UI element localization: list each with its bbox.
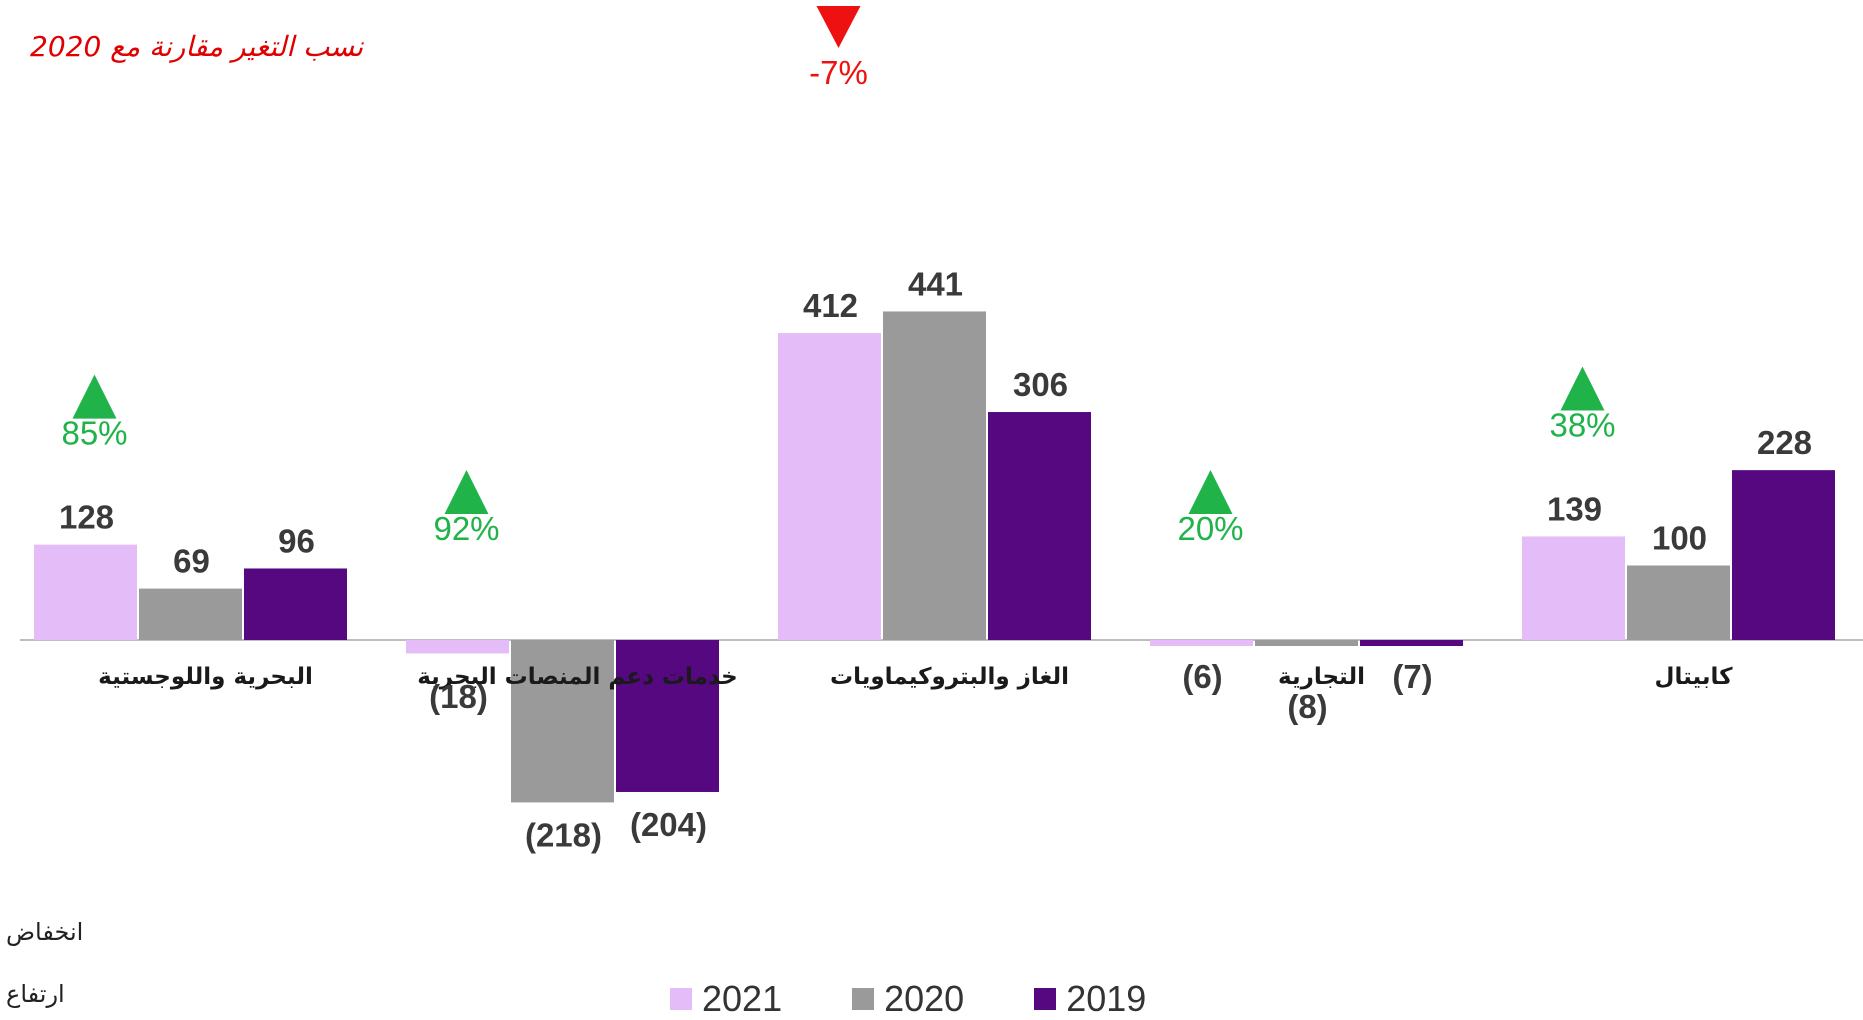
bar-2021-cat3 [1150, 640, 1253, 646]
change-note: نسب التغير مقارنة مع 2020 [30, 30, 364, 63]
change-label: 20% [1177, 510, 1243, 547]
bar-2021-cat4 [1522, 536, 1625, 640]
category-label: الغاز والبتروكيماويات [830, 664, 1069, 690]
value-label: 100 [1652, 520, 1707, 557]
change-triangle-up-icon [72, 374, 117, 419]
value-label: (8) [1287, 688, 1327, 725]
change-triangle-up-icon [1560, 366, 1605, 411]
value-label: 306 [1013, 366, 1068, 403]
bar-2020-cat3 [1255, 640, 1358, 646]
change-triangle-down-icon [816, 6, 861, 48]
change-label: 38% [1549, 406, 1615, 443]
change-label: -7% [809, 54, 868, 91]
legend-key-down: انخفاض [6, 918, 84, 946]
value-label: 139 [1547, 490, 1602, 527]
legend: 2021 2020 2019 [670, 978, 1146, 1020]
change-triangle-up-icon [444, 470, 489, 514]
legend-label-2020: 2020 [884, 978, 965, 1019]
category-label: خدمات دعم المنصات البحرية [417, 664, 738, 690]
category-label: البحرية واللوجستية [98, 664, 313, 690]
value-label: 228 [1757, 424, 1812, 461]
bar-2020-cat0 [139, 588, 242, 640]
bar-2019-cat4 [1732, 470, 1835, 640]
bar-2019-cat1 [616, 640, 719, 792]
legend-swatch-2021 [670, 988, 692, 1010]
value-label: (204) [630, 806, 707, 843]
category-label: التجارية [1278, 664, 1365, 690]
value-label: 128 [59, 499, 114, 536]
legend-label-2019: 2019 [1066, 978, 1147, 1019]
value-label: (218) [525, 816, 602, 853]
value-label: (6) [1182, 658, 1222, 695]
legend-item-2021: 2021 [670, 978, 782, 1020]
bar-2021-cat0 [34, 544, 137, 640]
bar-2021-cat2 [778, 333, 881, 640]
legend-swatch-2019 [1034, 988, 1057, 1010]
bar-2019-cat0 [244, 568, 347, 640]
bar-2020-cat1 [511, 640, 614, 803]
legend-swatch-2020 [852, 988, 875, 1010]
value-label: 69 [173, 543, 210, 580]
bar-2019-cat3 [1360, 640, 1463, 646]
value-label: (7) [1392, 658, 1432, 695]
bar-2020-cat2 [883, 311, 986, 640]
value-label: (18) [429, 678, 488, 715]
legend-label-2021: 2021 [702, 978, 783, 1019]
category-label: كابيتال [1654, 664, 1733, 690]
change-label: 85% [61, 415, 127, 452]
legend-item-2019: 2019 [1034, 978, 1146, 1020]
legend-key-up: ارتفاع [6, 980, 65, 1008]
change-label: 92% [433, 510, 499, 547]
value-label: 441 [908, 265, 963, 302]
value-label: 412 [803, 287, 858, 324]
bar-2019-cat2 [988, 412, 1091, 640]
value-label: 96 [278, 522, 315, 559]
legend-item-2020: 2020 [852, 978, 964, 1020]
bar-2021-cat1 [406, 640, 509, 654]
bar-2020-cat4 [1627, 565, 1730, 640]
change-triangle-up-icon [1188, 470, 1233, 514]
